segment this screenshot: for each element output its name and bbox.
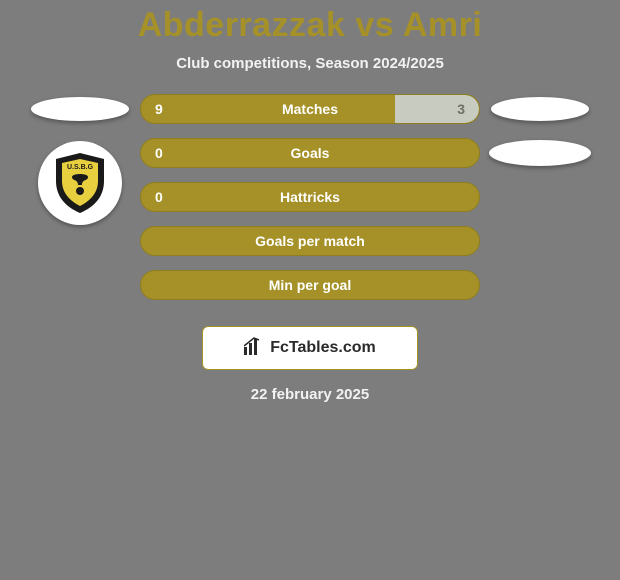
stat-label: Matches [141,101,479,117]
stat-bar: Min per goal [140,270,480,300]
stat-label: Goals per match [141,233,479,249]
stat-label: Min per goal [141,277,479,293]
stat-row: 0Hattricks [20,182,600,212]
player-right-ellipse [489,140,591,166]
player-right-ellipse [491,97,589,121]
left-side-zone [20,97,140,121]
stat-row: U.S.B.G 0Goals [20,138,600,168]
date-caption: 22 february 2025 [251,386,369,403]
stat-row: 93Matches [20,94,600,124]
subtitle: Club competitions, Season 2024/2025 [176,55,444,72]
stat-bar: Goals per match [140,226,480,256]
svg-text:U.S.B.G: U.S.B.G [67,164,94,171]
player-left-ellipse [31,97,129,121]
comparison-infographic: Abderrazzak vs Amri Club competitions, S… [0,0,620,580]
stat-label: Goals [141,145,479,161]
right-side-zone [480,97,600,121]
stat-rows: 93Matches U.S.B.G 0Goals 0Hattricks Goals pe… [20,94,600,314]
stat-label: Hattricks [141,189,479,205]
page-title: Abderrazzak vs Amri [138,6,483,45]
right-side-zone [480,140,600,166]
stat-row: Min per goal [20,270,600,300]
bar-chart-icon [244,337,264,360]
stat-row: Goals per match [20,226,600,256]
stat-bar: 0Hattricks [140,182,480,212]
brand-text: FcTables.com [270,339,376,357]
brand-badge: FcTables.com [202,326,418,370]
stat-bar: 0Goals [140,138,480,168]
stat-bar: 93Matches [140,94,480,124]
